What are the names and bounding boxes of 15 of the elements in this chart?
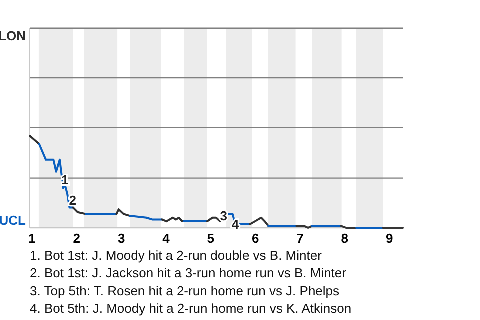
text: UCL [0, 213, 26, 228]
x-tick-label: 1 [28, 231, 36, 246]
text: 1. Bot 1st: J. Moody hit a 2-run double vs B. Minter [30, 248, 323, 263]
x-tick-label: 6 [252, 231, 260, 246]
annotation: 2 [69, 192, 76, 208]
text: 2. Bot 1st: J. Jackson hit a 3-run home run vs B. Minter [30, 266, 348, 281]
x-tick-label: 5 [207, 231, 215, 246]
x-tick-label: 3 [118, 231, 126, 246]
x-tick-label: 4 [162, 231, 171, 246]
x-tick-label: 8 [341, 231, 349, 246]
x-tick-label: 7 [296, 231, 304, 246]
text: 4. Bot 5th: J. Moody hit a 2-run home run vs K. Atkinson [30, 301, 352, 316]
x-tick-label: 2 [73, 231, 81, 246]
text: 3. Top 5th: T. Rosen hit a 2-run home run vs J. Phelps [30, 283, 340, 298]
x-tick-label: 9 [386, 231, 394, 246]
